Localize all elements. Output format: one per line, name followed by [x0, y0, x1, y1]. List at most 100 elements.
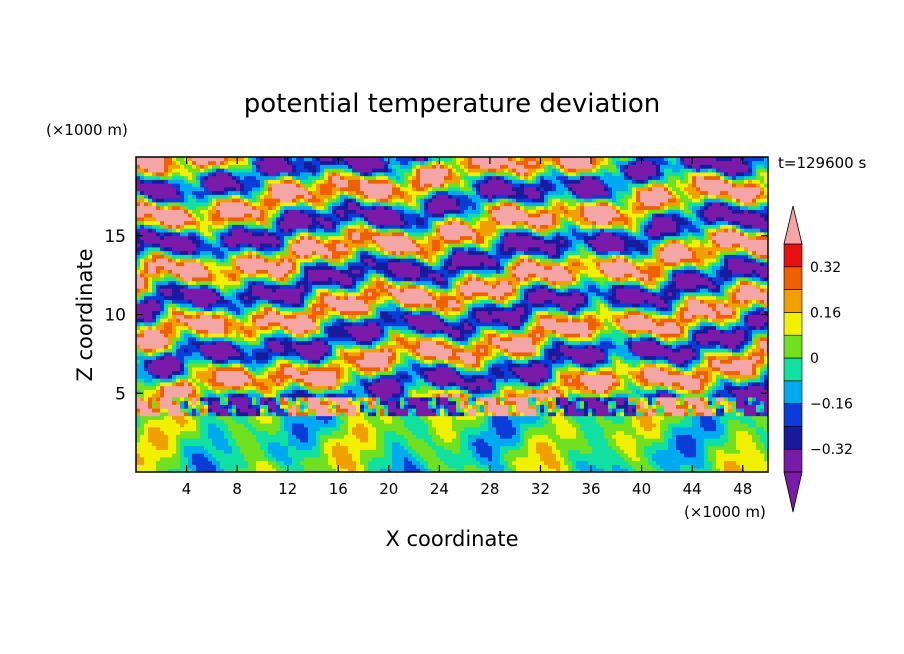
- heatmap-cell: [700, 404, 705, 409]
- heatmap-cell: [136, 370, 141, 375]
- heatmap-cell: [220, 382, 225, 387]
- heatmap-cell: [432, 453, 437, 458]
- heatmap-cell: [332, 415, 337, 420]
- heatmap-cell: [496, 415, 501, 420]
- heatmap-cell: [360, 419, 365, 424]
- heatmap-cell: [580, 464, 585, 469]
- heatmap-cell: [368, 415, 373, 420]
- heatmap-cell: [660, 460, 665, 465]
- heatmap-cell: [596, 382, 601, 387]
- heatmap-cell: [736, 382, 741, 387]
- heatmap-cell: [180, 355, 185, 360]
- heatmap-cell: [588, 457, 593, 462]
- heatmap-cell: [396, 453, 401, 458]
- heatmap-cell: [148, 393, 153, 398]
- heatmap-cell: [364, 374, 369, 379]
- heatmap-cell: [420, 430, 425, 435]
- heatmap-cell: [500, 389, 505, 394]
- heatmap-cell: [216, 464, 221, 469]
- heatmap-cell: [240, 397, 245, 402]
- heatmap-cell: [492, 404, 497, 409]
- heatmap-cell: [448, 457, 453, 462]
- heatmap-cell: [456, 393, 461, 398]
- heatmap-cell: [304, 404, 309, 409]
- heatmap-cell: [220, 355, 225, 360]
- heatmap-cell: [292, 385, 297, 390]
- heatmap-cell: [572, 457, 577, 462]
- heatmap-cell: [228, 434, 233, 439]
- heatmap-cell: [644, 427, 649, 432]
- heatmap-cell: [752, 370, 757, 375]
- heatmap-cell: [696, 460, 701, 465]
- heatmap-cell: [172, 460, 177, 465]
- heatmap-cell: [244, 404, 249, 409]
- heatmap-cell: [636, 457, 641, 462]
- heatmap-cell: [668, 430, 673, 435]
- heatmap-cell: [228, 385, 233, 390]
- heatmap-cell: [308, 468, 313, 472]
- heatmap-cell: [280, 370, 285, 375]
- heatmap-cell: [736, 457, 741, 462]
- heatmap-cell: [348, 434, 353, 439]
- heatmap-cell: [740, 412, 745, 417]
- heatmap-cell: [160, 430, 165, 435]
- heatmap-cell: [332, 397, 337, 402]
- heatmap-cell: [492, 363, 497, 368]
- heatmap-cell: [548, 412, 553, 417]
- heatmap-cell: [184, 382, 189, 387]
- heatmap-cell: [748, 445, 753, 450]
- heatmap-cell: [660, 453, 665, 458]
- heatmap-cell: [516, 449, 521, 454]
- heatmap-cell: [460, 363, 465, 368]
- heatmap-cell: [224, 363, 229, 368]
- heatmap-cell: [452, 457, 457, 462]
- heatmap-cell: [508, 468, 513, 472]
- heatmap-cell: [240, 419, 245, 424]
- heatmap-cell: [508, 453, 513, 458]
- heatmap-cell: [608, 423, 613, 428]
- heatmap-cell: [628, 355, 633, 360]
- heatmap-cell: [412, 412, 417, 417]
- heatmap-cell: [424, 400, 429, 405]
- heatmap-cell: [696, 404, 701, 409]
- heatmap-cell: [520, 397, 525, 402]
- heatmap-cell: [584, 397, 589, 402]
- heatmap-cell: [628, 404, 633, 409]
- heatmap-cell: [484, 449, 489, 454]
- heatmap-cell: [680, 397, 685, 402]
- heatmap-cell: [320, 363, 325, 368]
- heatmap-cell: [148, 355, 153, 360]
- heatmap-cell: [556, 404, 561, 409]
- heatmap-cell: [440, 445, 445, 450]
- heatmap-cell: [488, 385, 493, 390]
- heatmap-cell: [588, 393, 593, 398]
- heatmap-cell: [388, 438, 393, 443]
- heatmap-cell: [660, 457, 665, 462]
- heatmap-cell: [556, 468, 561, 472]
- heatmap-cell: [408, 404, 413, 409]
- heatmap-cell: [492, 445, 497, 450]
- heatmap-cell: [572, 434, 577, 439]
- heatmap-cell: [348, 363, 353, 368]
- heatmap-cell: [328, 453, 333, 458]
- heatmap-cell: [556, 359, 561, 364]
- heatmap-cell: [180, 430, 185, 435]
- heatmap-cell: [432, 468, 437, 472]
- heatmap-cell: [560, 419, 565, 424]
- heatmap-cell: [324, 438, 329, 443]
- heatmap-cell: [560, 412, 565, 417]
- heatmap-cell: [552, 382, 557, 387]
- heatmap-cell: [548, 355, 553, 360]
- heatmap-cell: [236, 419, 241, 424]
- heatmap-cell: [360, 460, 365, 465]
- heatmap-cell: [676, 370, 681, 375]
- heatmap-cell: [660, 438, 665, 443]
- heatmap-cell: [316, 374, 321, 379]
- heatmap-cell: [720, 367, 725, 372]
- heatmap-cell: [512, 359, 517, 364]
- heatmap-cell: [588, 430, 593, 435]
- heatmap-cell: [180, 404, 185, 409]
- heatmap-cell: [276, 363, 281, 368]
- heatmap-cell: [328, 370, 333, 375]
- heatmap-cell: [756, 453, 761, 458]
